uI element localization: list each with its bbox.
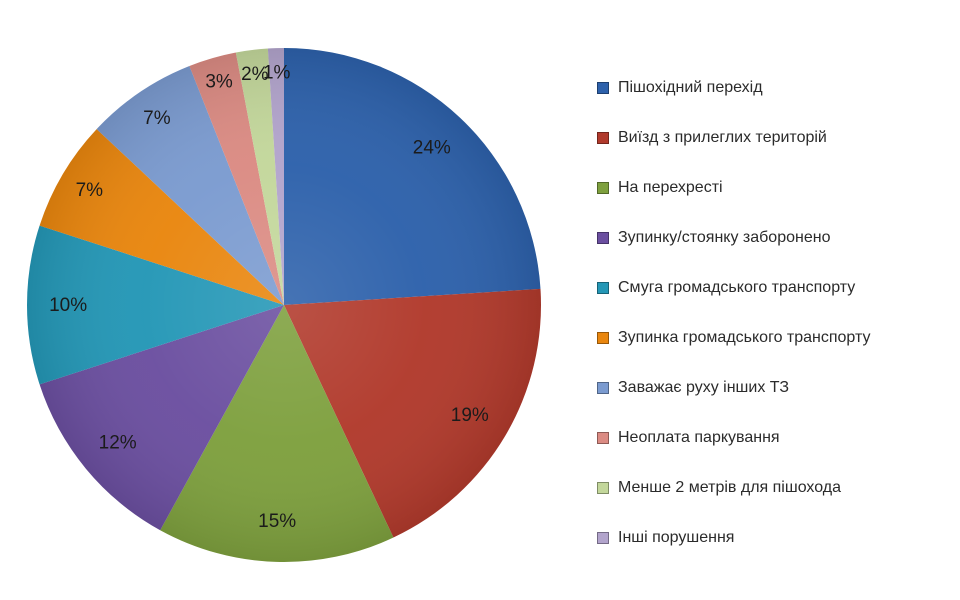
legend-item-label: Неоплата паркування [618,429,780,446]
pie-slice-percent-label: 3% [205,72,233,93]
pie-slice-percent-label: 15% [258,511,296,532]
legend-item: Зупинку/стоянку заборонено [597,225,870,251]
legend-item-label: Виїзд з прилеглих територій [618,129,827,146]
legend-item-label: Смуга громадського транспорту [618,279,856,296]
pie-slice-percent-label: 1% [263,63,291,84]
legend: Пішохідний перехід Виїзд з прилеглих тери… [597,75,870,575]
legend-item-label: Заважає руху інших ТЗ [618,379,790,396]
legend-swatch-icon [597,332,609,344]
legend-swatch-icon [597,532,609,544]
legend-item: Неоплата паркування [597,425,870,451]
pie-slice-percent-label: 7% [76,180,104,201]
legend-swatch-icon [597,82,609,94]
legend-item: Виїзд з прилеглих територій [597,125,870,151]
pie-slice-percent-label: 7% [143,108,171,129]
pie-slice-percent-label: 12% [99,433,137,454]
legend-item-label: Інші порушення [618,529,735,546]
legend-item: На перехресті [597,175,870,201]
pie-slice-1 [284,48,541,305]
pie-slice-percent-label: 19% [451,405,489,426]
pie-percent-labels-group: 24% 19% 15% 12% 10% 7% 7% 3% 2%1% [49,63,489,532]
legend-item: Інші порушення [597,525,870,551]
legend-swatch-icon [597,232,609,244]
legend-swatch-icon [597,432,609,444]
pie-slices-group [27,48,541,563]
legend-item-label: На перехресті [618,179,723,196]
pie-slice-percent-label: 2% [241,64,269,85]
legend-swatch-icon [597,482,609,494]
legend-swatch-icon [597,132,609,144]
legend-swatch-icon [597,182,609,194]
legend-swatch-icon [597,382,609,394]
pie-slice-percent-label: 10% [49,295,87,316]
legend-item: Менше 2 метрів для пішохода [597,475,870,501]
legend-item: Заважає руху інших ТЗ [597,375,870,401]
pie-slice-percent-label: 24% [413,138,451,159]
legend-item-label: Пішохідний перехід [618,79,763,96]
legend-item-label: Менше 2 метрів для пішохода [618,479,842,496]
legend-item-label: Зупинку/стоянку заборонено [618,229,831,246]
legend-swatch-icon [597,282,609,294]
legend-item: Пішохідний перехід [597,75,870,101]
legend-item-label: Зупинка громадського транспорту [618,329,871,346]
legend-item: Зупинка громадського транспорту [597,325,870,351]
legend-item: Смуга громадського транспорту [597,275,870,301]
